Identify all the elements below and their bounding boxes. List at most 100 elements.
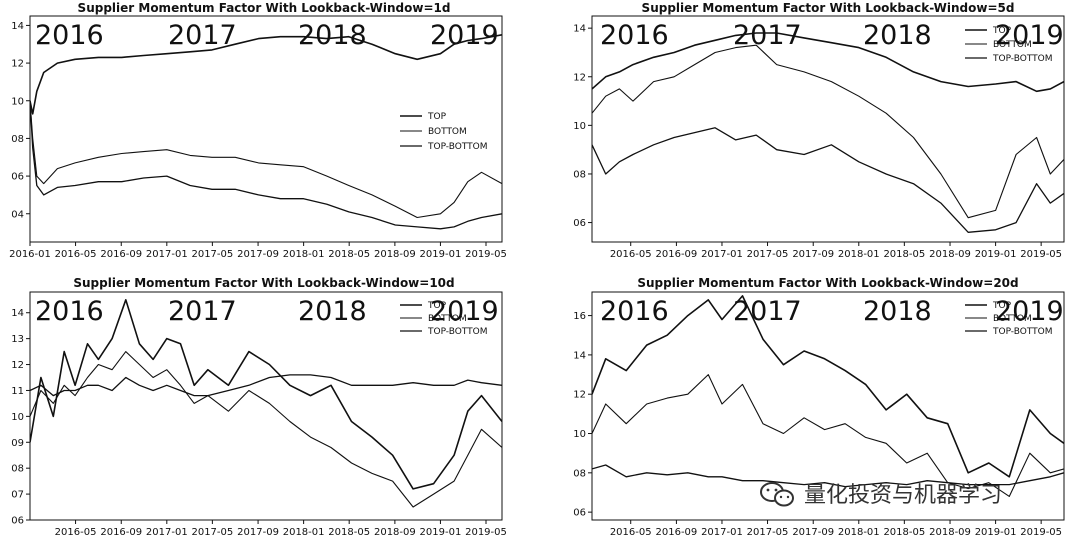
series-line-bottom — [592, 44, 1064, 219]
x-tick-label: 2018-09 — [374, 527, 416, 538]
chart-title: Supplier Momentum Factor With Lookback-W… — [637, 276, 1018, 290]
series-line-top — [30, 298, 502, 490]
y-tick-label: 16 — [573, 311, 586, 322]
y-tick-label: 10 — [11, 96, 24, 107]
wechat-icon — [760, 482, 794, 507]
legend-entry: TOP-BOTTOM — [992, 327, 1053, 337]
x-tick-label: 2016-05 — [55, 249, 97, 260]
x-tick-label: 2018-09 — [929, 527, 971, 538]
y-tick-label: 06 — [11, 172, 24, 183]
x-tick-label: 2016-05 — [610, 249, 652, 260]
x-tick-label: 2017-05 — [191, 249, 233, 260]
series-line-top — [592, 32, 1064, 93]
legend-entry: TOP-BOTTOM — [427, 327, 488, 337]
x-tick-label: 2018-05 — [328, 527, 370, 538]
watermark: 量化投资与机器学习 — [760, 482, 1002, 508]
year-label: 2016 — [35, 296, 104, 327]
year-label: 2018 — [863, 296, 932, 327]
y-tick-label: 10 — [11, 412, 24, 423]
x-tick-label: 2017-09 — [792, 249, 834, 260]
x-tick-label: 2017-01 — [701, 527, 743, 538]
legend-entry: TOP-BOTTOM — [992, 54, 1053, 64]
chart-panel-10d: Supplier Momentum Factor With Lookback-W… — [11, 276, 507, 538]
legend-entry: BOTTOM — [428, 127, 467, 137]
legend-entry: TOP — [992, 26, 1012, 36]
y-tick-label: 13 — [11, 334, 24, 345]
x-tick-label: 2017-05 — [191, 527, 233, 538]
y-tick-label: 14 — [11, 308, 24, 319]
x-tick-label: 2018-05 — [883, 527, 925, 538]
series-line-bottom — [592, 374, 1064, 497]
y-tick-label: 12 — [573, 390, 586, 401]
plot-frame — [29, 15, 503, 243]
chart-title: Supplier Momentum Factor With Lookback-W… — [642, 1, 1015, 15]
x-tick-label: 2016-05 — [610, 527, 652, 538]
x-tick-label: 2018-09 — [929, 249, 971, 260]
y-tick-label: 08 — [573, 468, 586, 479]
chart-panel-20d: Supplier Momentum Factor With Lookback-W… — [573, 276, 1065, 538]
series-line-top-bottom — [30, 374, 502, 397]
watermark-text: 量化投资与机器学习 — [804, 483, 1002, 508]
x-tick-label: 2019-01 — [975, 527, 1017, 538]
y-tick-label: 11 — [11, 386, 24, 397]
x-tick-label: 2019-05 — [465, 527, 507, 538]
x-tick-label: 2018-01 — [838, 527, 880, 538]
legend-entry: TOP — [427, 112, 447, 122]
legend-entry: BOTTOM — [993, 314, 1032, 324]
y-tick-label: 06 — [11, 516, 24, 527]
year-label: 2016 — [600, 296, 669, 327]
y-tick-label: 06 — [573, 218, 586, 229]
series-line-top-bottom — [30, 100, 502, 230]
x-tick-label: 2019-05 — [1020, 527, 1062, 538]
year-label: 2019 — [430, 20, 499, 51]
year-label: 2019 — [995, 20, 1064, 51]
x-tick-label: 2017-09 — [792, 527, 834, 538]
x-tick-label: 2016-09 — [100, 249, 142, 260]
year-label: 2016 — [600, 20, 669, 51]
x-tick-label: 2019-05 — [465, 249, 507, 260]
x-tick-label: 2019-01 — [420, 249, 462, 260]
y-tick-label: 14 — [573, 24, 586, 35]
x-tick-label: 2017-01 — [146, 249, 188, 260]
y-tick-label: 10 — [573, 121, 586, 132]
y-tick-label: 08 — [11, 464, 24, 475]
x-tick-label: 2017-01 — [701, 249, 743, 260]
legend-entry: BOTTOM — [428, 314, 467, 324]
x-tick-label: 2019-01 — [420, 527, 462, 538]
y-tick-label: 12 — [11, 360, 24, 371]
x-tick-label: 2016-05 — [55, 527, 97, 538]
legend-entry: TOP-BOTTOM — [427, 142, 488, 152]
x-tick-label: 2016-09 — [656, 527, 698, 538]
year-label: 2016 — [35, 20, 104, 51]
plot-frame — [591, 15, 1065, 243]
x-tick-label: 2016-09 — [100, 527, 142, 538]
plot-frame — [591, 291, 1065, 521]
year-label: 2017 — [168, 296, 237, 327]
y-tick-label: 04 — [11, 209, 24, 220]
y-tick-label: 10 — [573, 429, 586, 440]
x-tick-label: 2017-05 — [747, 249, 789, 260]
legend-entry: TOP — [427, 301, 447, 311]
legend-entry: TOP — [992, 301, 1012, 311]
year-label: 2018 — [298, 296, 367, 327]
x-tick-label: 2017-05 — [747, 527, 789, 538]
year-label: 2018 — [298, 20, 367, 51]
series-line-top — [30, 34, 502, 115]
x-tick-label: 2017-01 — [146, 527, 188, 538]
y-tick-label: 12 — [11, 59, 24, 70]
series-line-top-bottom — [592, 127, 1064, 233]
x-tick-label: 2018-05 — [328, 249, 370, 260]
x-tick-label: 2019-05 — [1020, 249, 1062, 260]
year-label: 2019 — [430, 296, 499, 327]
x-tick-label: 2018-01 — [283, 527, 325, 538]
x-tick-label: 2016-09 — [656, 249, 698, 260]
x-tick-label: 2018-09 — [374, 249, 416, 260]
chart-panel-5d: Supplier Momentum Factor With Lookback-W… — [573, 1, 1065, 260]
y-tick-label: 14 — [11, 21, 24, 32]
chart-panel-1d: Supplier Momentum Factor With Lookback-W… — [9, 1, 507, 260]
chart-title: Supplier Momentum Factor With Lookback-W… — [73, 276, 454, 290]
legend-entry: BOTTOM — [993, 40, 1032, 50]
x-tick-label: 2018-05 — [883, 249, 925, 260]
x-tick-label: 2017-09 — [237, 249, 279, 260]
